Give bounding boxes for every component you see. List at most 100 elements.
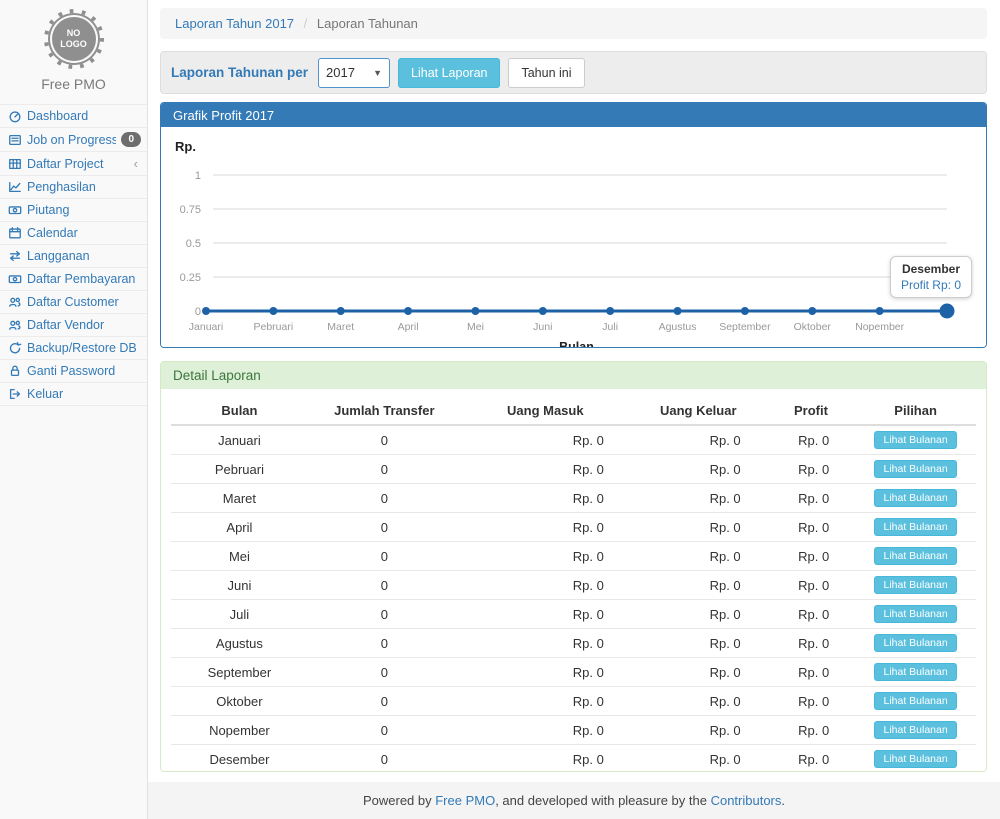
x-tick-label: Mei [467,321,484,333]
column-header-uang-masuk: Uang Masuk [461,397,630,425]
y-tick-label: 0 [195,306,201,318]
sidebar-item-calendar[interactable]: Calendar [0,221,147,244]
cell-uang-masuk: Rp. 0 [461,687,630,716]
chart-point-nopember[interactable] [876,307,884,315]
lihat-bulanan-button[interactable]: Lihat Bulanan [874,431,956,449]
cell-jumlah-transfer: 0 [308,484,461,513]
cell-jumlah-transfer: 0 [308,745,461,772]
free-pmo-link[interactable]: Free PMO [435,793,495,808]
chart-panel-body: Rp.10.750.50.250JanuariPebruariMaretApri… [161,127,986,348]
sidebar-item-langganan[interactable]: Langganan [0,244,147,267]
chart-point-pebruari[interactable] [269,307,277,315]
lihat-bulanan-button[interactable]: Lihat Bulanan [874,663,956,681]
cell-bulan: Mei [171,542,308,571]
chart-point-september[interactable] [741,307,749,315]
cell-pilihan: Lihat Bulanan [855,629,976,658]
lihat-bulanan-button[interactable]: Lihat Bulanan [874,547,956,565]
sidebar-menu: DashboardJob on Progress0Daftar Project‹… [0,104,147,406]
sidebar-item-dashboard[interactable]: Dashboard [0,104,147,127]
sidebar-item-daftar-vendor[interactable]: Daftar Vendor [0,313,147,336]
cell-bulan: Pebruari [171,455,308,484]
chart-point-oktober[interactable] [808,307,816,315]
main-content: Laporan Tahun 2017 / Laporan Tahunan Lap… [148,0,1000,819]
sidebar-item-label: Backup/Restore DB [27,341,141,355]
cell-jumlah-transfer: 0 [308,425,461,455]
table-row: Maret0Rp. 0Rp. 0Rp. 0Lihat Bulanan [171,484,976,513]
lihat-bulanan-button[interactable]: Lihat Bulanan [874,518,956,536]
sidebar-item-piutang[interactable]: Piutang [0,198,147,221]
no-logo-text: NO LOGO [60,28,87,51]
calendar-icon [8,226,22,240]
cell-uang-keluar: Rp. 0 [630,687,767,716]
cell-uang-keluar: Rp. 0 [630,513,767,542]
chart-point-agustus[interactable] [674,307,682,315]
column-header-jumlah-transfer: Jumlah Transfer [308,397,461,425]
chart-point-juni[interactable] [539,307,547,315]
x-tick-label: Juli [602,321,618,333]
lihat-bulanan-button[interactable]: Lihat Bulanan [874,634,956,652]
cell-pilihan: Lihat Bulanan [855,571,976,600]
cell-uang-masuk: Rp. 0 [461,425,630,455]
cell-uang-keluar: Rp. 0 [630,542,767,571]
cell-pilihan: Lihat Bulanan [855,425,976,455]
breadcrumb-separator: / [304,16,308,31]
chart-point-april[interactable] [404,307,412,315]
lihat-bulanan-button[interactable]: Lihat Bulanan [874,605,956,623]
chart-point-januari[interactable] [202,307,210,315]
cell-uang-keluar: Rp. 0 [630,484,767,513]
sidebar-item-ganti-password[interactable]: Ganti Password [0,359,147,382]
year-select[interactable]: 2017 ▼ [318,58,390,88]
footer-text: Powered by Free PMO, and developed with … [363,793,785,808]
chart-point-desember[interactable] [940,304,955,319]
cell-uang-keluar: Rp. 0 [630,600,767,629]
lihat-bulanan-button[interactable]: Lihat Bulanan [874,489,956,507]
chart-point-mei[interactable] [471,307,479,315]
cell-bulan: Nopember [171,716,308,745]
profit-line-chart: Rp.10.750.50.250JanuariPebruariMaretApri… [169,135,977,348]
lihat-bulanan-button[interactable]: Lihat Bulanan [874,692,956,710]
chart-point-juli[interactable] [606,307,614,315]
cell-bulan: Agustus [171,629,308,658]
sidebar-item-daftar-customer[interactable]: Daftar Customer [0,290,147,313]
cell-bulan: April [171,513,308,542]
table-row: Desember0Rp. 0Rp. 0Rp. 0Lihat Bulanan [171,745,976,772]
sidebar-item-daftar-project[interactable]: Daftar Project‹ [0,151,147,175]
money-icon [8,203,22,217]
lihat-bulanan-button[interactable]: Lihat Bulanan [874,460,956,478]
sidebar-item-daftar-pembayaran[interactable]: Daftar Pembayaran [0,267,147,290]
x-tick-label: Oktober [794,321,832,333]
cell-jumlah-transfer: 0 [308,571,461,600]
sidebar-item-backup-restore-db[interactable]: Backup/Restore DB [0,336,147,359]
lihat-laporan-button[interactable]: Lihat Laporan [398,58,500,88]
tahun-ini-button[interactable]: Tahun ini [508,58,584,88]
brand-name: Free PMO [0,76,147,92]
logo-area: NO LOGO Free PMO [0,0,147,98]
table-header-row: BulanJumlah TransferUang MasukUang Kelua… [171,397,976,425]
cell-uang-masuk: Rp. 0 [461,658,630,687]
sidebar-item-keluar[interactable]: Keluar [0,382,147,406]
cell-uang-masuk: Rp. 0 [461,716,630,745]
cell-bulan: Januari [171,425,308,455]
x-tick-label: Nopember [855,321,905,333]
cell-profit: Rp. 0 [767,745,856,772]
table-row: Juni0Rp. 0Rp. 0Rp. 0Lihat Bulanan [171,571,976,600]
y-tick-label: 0.5 [186,238,201,250]
cell-uang-masuk: Rp. 0 [461,629,630,658]
column-header-bulan: Bulan [171,397,308,425]
breadcrumb-link-laporan-tahun[interactable]: Laporan Tahun 2017 [175,16,294,31]
chevron-left-icon: ‹ [134,156,141,171]
lihat-bulanan-button[interactable]: Lihat Bulanan [874,750,956,768]
cell-profit: Rp. 0 [767,658,856,687]
lihat-bulanan-button[interactable]: Lihat Bulanan [874,576,956,594]
cell-jumlah-transfer: 0 [308,658,461,687]
lihat-bulanan-button[interactable]: Lihat Bulanan [874,721,956,739]
sidebar-item-job-on-progress[interactable]: Job on Progress0 [0,127,147,151]
table-row: Mei0Rp. 0Rp. 0Rp. 0Lihat Bulanan [171,542,976,571]
cell-pilihan: Lihat Bulanan [855,600,976,629]
sidebar-item-penghasilan[interactable]: Penghasilan [0,175,147,198]
chart-point-maret[interactable] [337,307,345,315]
money-icon [8,272,22,286]
cell-jumlah-transfer: 0 [308,687,461,716]
x-tick-label: September [719,321,771,333]
contributors-link[interactable]: Contributors [711,793,782,808]
